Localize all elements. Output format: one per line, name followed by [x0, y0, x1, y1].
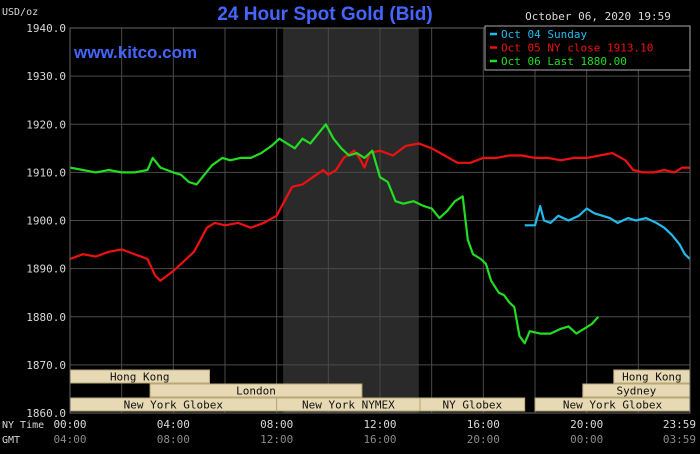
- x-tick-label-ny: 00:00: [53, 418, 86, 431]
- ny-time-label: NY Time: [2, 420, 44, 431]
- y-tick-label: 1900.0: [26, 215, 66, 228]
- series-line: [69, 142, 690, 282]
- series-line: [524, 205, 691, 260]
- y-tick-label: 1940.0: [26, 22, 66, 35]
- session-label: London: [236, 385, 276, 398]
- y-tick-label: 1890.0: [26, 263, 66, 276]
- legend-box: [484, 25, 691, 71]
- y-tick-label: 1920.0: [26, 118, 66, 131]
- x-tick-label-ny: 08:00: [260, 418, 293, 431]
- legend-entry: Oct 04 Sunday: [501, 28, 587, 41]
- legend-entry: Oct 06 Last 1880.00: [501, 55, 627, 68]
- x-tick-label-gmt: 03:59: [663, 433, 696, 446]
- series-line: [69, 123, 600, 345]
- x-tick-label-gmt: 04:00: [53, 433, 86, 446]
- x-tick-label-ny: 04:00: [157, 418, 190, 431]
- x-tick-label-gmt: 20:00: [467, 433, 500, 446]
- chart-title: 24 Hour Spot Gold (Bid): [217, 4, 432, 25]
- legend-entry: Oct 05 NY close 1913.10: [501, 42, 653, 55]
- y-tick-label: 1930.0: [26, 70, 66, 83]
- x-tick-label-ny: 23:59: [663, 418, 696, 431]
- x-tick-label-gmt: 08:00: [157, 433, 190, 446]
- y-tick-label: 1880.0: [26, 311, 66, 324]
- y-tick-label: 1910.0: [26, 166, 66, 179]
- x-tick-label-ny: 16:00: [467, 418, 500, 431]
- session-label: NY Globex: [443, 399, 503, 412]
- session-label: New York NYMEX: [302, 399, 395, 412]
- session-label: New York Globex: [124, 399, 224, 412]
- date-label: October 06, 2020 19:59: [525, 10, 671, 23]
- session-label: Hong Kong: [110, 371, 170, 384]
- x-tick-label-gmt: 00:00: [570, 433, 603, 446]
- session-bar: [419, 397, 526, 412]
- gmt-label: GMT: [2, 435, 20, 446]
- price-series: [69, 123, 691, 345]
- x-tick-label-gmt: 16:00: [363, 433, 396, 446]
- y-tick-label: 1860.0: [26, 407, 66, 420]
- session-bar: [149, 383, 363, 398]
- session-label: New York Globex: [563, 399, 663, 412]
- x-tick-label-ny: 12:00: [363, 418, 396, 431]
- y-axis-ticks: 1860.0 1870.0 1880.0 1890.0 1900.0 1910.0 1920…: [26, 22, 66, 420]
- x-tick-label-gmt: 12:00: [260, 433, 293, 446]
- session-label: Sydney: [617, 385, 657, 398]
- x-axis-ticks: 00:00 04:00 04:00 08:00 08:00 12:00 12:00 16:00…: [53, 418, 696, 446]
- watermark-text: www.kitco.com: [73, 43, 197, 62]
- x-tick-label-ny: 20:00: [570, 418, 603, 431]
- plot-border: [69, 27, 691, 414]
- session-label: Hong Kong: [622, 371, 682, 384]
- y-tick-label: 1870.0: [26, 359, 66, 372]
- unit-label: USD/oz: [2, 7, 38, 18]
